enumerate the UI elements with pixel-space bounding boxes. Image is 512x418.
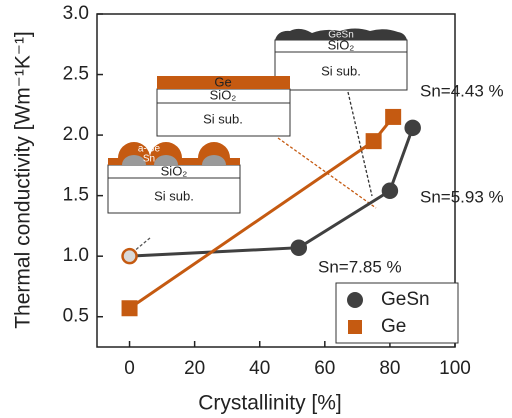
y-tick-label: 0.5 (63, 306, 89, 327)
legend-label: GeSn (381, 289, 430, 310)
x-axis-label: Crystallinity [%] (198, 392, 342, 415)
data-point (367, 134, 381, 148)
inset-text: SiO₂ (210, 87, 237, 102)
y-axis-label: Thermal conductivity [Wm⁻¹K⁻¹] (12, 31, 35, 329)
data-point (292, 241, 306, 255)
inset-text: SiO₂ (328, 37, 355, 52)
y-tick-label: 2.0 (63, 124, 89, 145)
data-point (383, 184, 397, 198)
x-tick-label: 100 (439, 358, 471, 379)
inset-text: Si sub. (203, 111, 243, 126)
annotation: Sn=5.93 % (420, 187, 504, 206)
inset-ge: Ge SiO₂ Si sub. (157, 74, 290, 136)
inset-text: Si sub. (154, 188, 194, 203)
inset-text: Si sub. (321, 63, 361, 78)
x-tick-label: 80 (379, 358, 400, 379)
inset-age-sn: a-Ge Sn SiO₂ Si sub. (108, 142, 240, 213)
y-tick-label: 2.5 (63, 64, 89, 85)
inset-text: SiO₂ (161, 163, 188, 178)
legend-marker (347, 292, 363, 308)
x-tick-label: 60 (314, 358, 335, 379)
y-tick-label: 1.0 (63, 245, 89, 266)
data-point (406, 121, 420, 135)
y-tick-label: 3.0 (63, 3, 89, 24)
annotation: Sn=7.85 % (318, 257, 402, 276)
x-tick-label: 0 (124, 358, 135, 379)
chart: Crystallinity [%] Thermal conductivity [… (0, 0, 512, 418)
x-tick-label: 40 (249, 358, 270, 379)
legend-marker (348, 320, 362, 334)
legend-label: Ge (381, 316, 406, 337)
data-point (123, 249, 137, 263)
leader-line (133, 238, 150, 252)
x-tick-label: 20 (184, 358, 205, 379)
inset-gesn: GeSn SiO₂ Si sub. (275, 29, 407, 91)
data-point (123, 301, 137, 315)
annotation: Sn=4.43 % (420, 81, 504, 100)
inset-text: Sn (143, 154, 155, 165)
data-point (386, 110, 400, 124)
y-tick-label: 1.5 (63, 185, 89, 206)
